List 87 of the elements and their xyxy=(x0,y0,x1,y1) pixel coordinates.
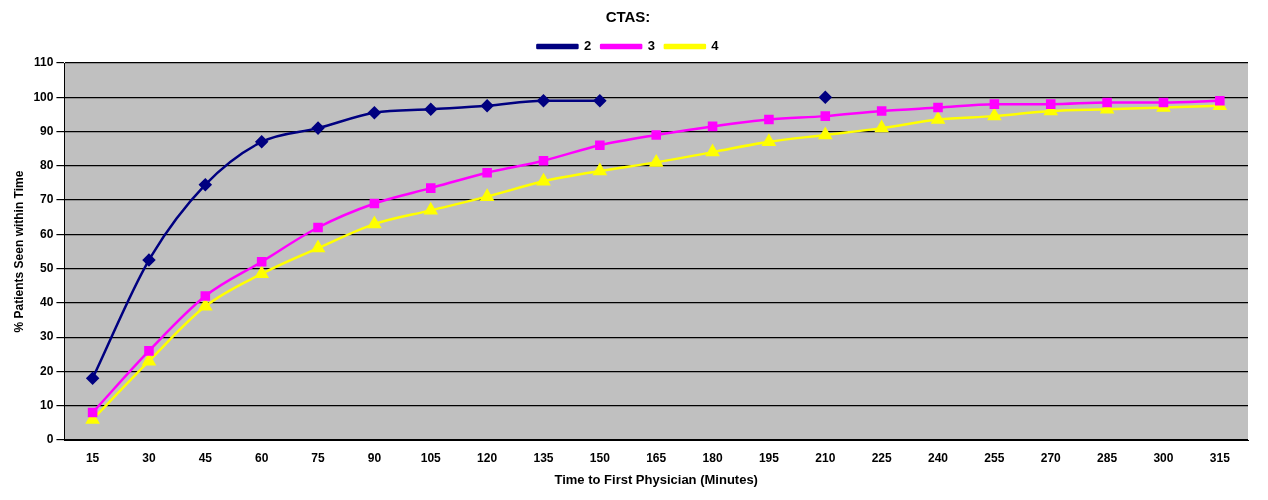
point xyxy=(480,189,494,201)
point xyxy=(144,346,154,356)
point xyxy=(933,102,943,113)
x-tick-label: 135 xyxy=(533,450,554,465)
point xyxy=(313,222,323,233)
x-tick-label: 180 xyxy=(702,450,723,465)
y-tick-label: 60 xyxy=(40,226,54,241)
point xyxy=(987,108,1001,121)
point xyxy=(142,353,156,366)
y-tick-label: 110 xyxy=(34,55,54,70)
x-axis-title: Time to First Physician (Minutes) xyxy=(554,471,758,487)
y-tick-label: 90 xyxy=(40,123,54,138)
legend-label: 4 xyxy=(711,38,720,54)
x-tick-label: 90 xyxy=(367,450,382,465)
point xyxy=(1045,99,1056,109)
legend-label: 3 xyxy=(647,38,655,54)
x-tick-label: 75 xyxy=(311,450,326,465)
point xyxy=(142,253,156,267)
x-tick-label: 45 xyxy=(198,450,213,465)
point xyxy=(255,135,268,149)
x-tick-label: 285 xyxy=(1097,450,1118,465)
point xyxy=(819,91,832,104)
point xyxy=(369,198,380,209)
point xyxy=(255,266,269,279)
point xyxy=(595,140,605,151)
point xyxy=(482,167,492,178)
x-tick-label: 165 xyxy=(646,450,667,465)
point xyxy=(1158,97,1169,108)
point xyxy=(1215,95,1225,106)
point xyxy=(424,103,438,116)
y-tick-label: 20 xyxy=(40,363,54,378)
y-tick-label: 30 xyxy=(40,329,54,344)
x-tick-label: 150 xyxy=(589,450,611,465)
point xyxy=(931,112,945,124)
x-tick-label: 60 xyxy=(255,450,269,465)
point xyxy=(820,111,831,121)
y-tick-label: 10 xyxy=(40,398,54,413)
point xyxy=(87,407,98,418)
point xyxy=(367,216,381,229)
point xyxy=(818,127,832,140)
x-tick-label: 30 xyxy=(142,450,156,465)
point xyxy=(593,163,607,176)
y-tick-label: 0 xyxy=(46,432,54,447)
point xyxy=(989,99,1000,109)
point xyxy=(480,99,494,113)
legend-title: CTAS: xyxy=(605,7,651,25)
x-tick-label: 300 xyxy=(1153,450,1174,465)
point xyxy=(311,121,325,135)
y-axis-title: % Patients Seen within Time xyxy=(11,170,26,333)
point xyxy=(706,144,720,157)
legend-label: 2 xyxy=(583,38,592,54)
x-tick-label: 255 xyxy=(984,450,1005,465)
point xyxy=(86,372,99,385)
point xyxy=(256,257,267,267)
point xyxy=(311,240,325,253)
point xyxy=(875,120,889,133)
y-tick-label: 50 xyxy=(40,260,54,275)
x-tick-label: 270 xyxy=(1040,450,1062,465)
point xyxy=(764,114,774,125)
x-tick-label: 15 xyxy=(85,450,100,465)
x-tick-label: 105 xyxy=(420,450,442,465)
point xyxy=(651,130,661,140)
point xyxy=(198,299,212,311)
x-tick-label: 315 xyxy=(1209,450,1231,465)
point xyxy=(537,94,550,107)
point xyxy=(762,134,776,147)
x-tick-label: 210 xyxy=(815,450,836,465)
point xyxy=(876,106,887,116)
point xyxy=(707,121,718,132)
x-tick-label: 195 xyxy=(758,450,780,465)
point xyxy=(593,94,607,107)
point xyxy=(1102,97,1112,108)
point xyxy=(537,173,550,186)
point xyxy=(424,203,438,215)
x-tick-label: 225 xyxy=(871,450,892,465)
y-tick-label: 40 xyxy=(40,295,54,310)
point xyxy=(200,291,211,301)
point xyxy=(199,178,212,191)
point xyxy=(649,155,663,167)
point xyxy=(368,106,381,119)
point xyxy=(425,183,436,193)
y-tick-label: 100 xyxy=(33,89,54,104)
x-tick-label: 120 xyxy=(477,450,498,465)
point xyxy=(538,155,549,166)
x-tick-label: 240 xyxy=(928,450,949,465)
y-tick-label: 70 xyxy=(40,192,54,207)
y-tick-label: 80 xyxy=(40,158,54,173)
